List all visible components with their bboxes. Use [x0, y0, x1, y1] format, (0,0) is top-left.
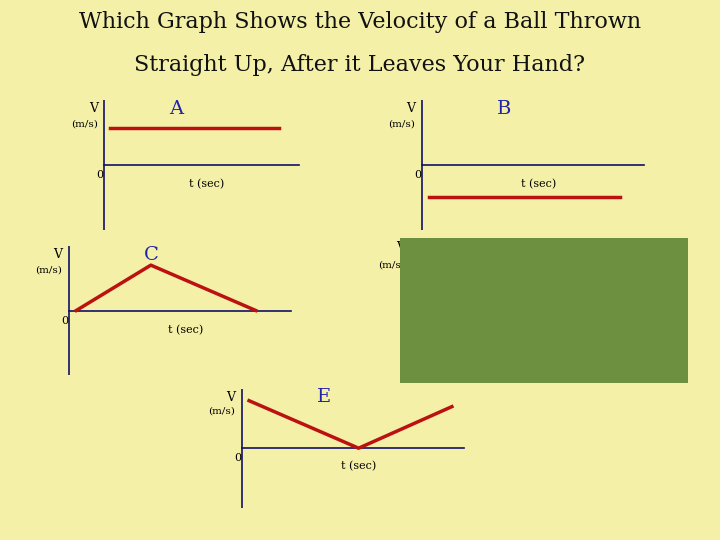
Text: C: C: [143, 246, 158, 264]
Text: 0: 0: [414, 170, 421, 180]
Text: D: D: [502, 239, 517, 257]
Text: t (sec): t (sec): [341, 461, 377, 471]
Text: 0: 0: [234, 453, 241, 463]
Text: (m/s): (m/s): [378, 261, 405, 270]
Text: t (sec): t (sec): [189, 179, 225, 190]
Text: V: V: [226, 390, 235, 403]
Text: Which Graph Shows the Velocity of a Ball Thrown: Which Graph Shows the Velocity of a Ball…: [79, 11, 641, 32]
Text: t (sec): t (sec): [521, 179, 557, 190]
Text: A: A: [168, 100, 183, 118]
Text: V: V: [53, 248, 62, 261]
Text: t (sec): t (sec): [533, 327, 568, 338]
Text: 0: 0: [61, 316, 68, 326]
Text: V: V: [396, 241, 405, 254]
Text: (m/s): (m/s): [208, 407, 235, 416]
Text: 0: 0: [404, 317, 411, 327]
Text: E: E: [317, 388, 330, 406]
Text: V: V: [89, 103, 98, 116]
Text: V: V: [406, 103, 415, 116]
Text: (m/s): (m/s): [35, 266, 62, 275]
Text: t (sec): t (sec): [168, 325, 204, 335]
Text: B: B: [497, 100, 511, 118]
Text: (m/s): (m/s): [71, 120, 98, 129]
Text: Straight Up, After it Leaves Your Hand?: Straight Up, After it Leaves Your Hand?: [135, 54, 585, 76]
Text: 0: 0: [96, 170, 104, 180]
Text: (m/s): (m/s): [388, 120, 415, 129]
